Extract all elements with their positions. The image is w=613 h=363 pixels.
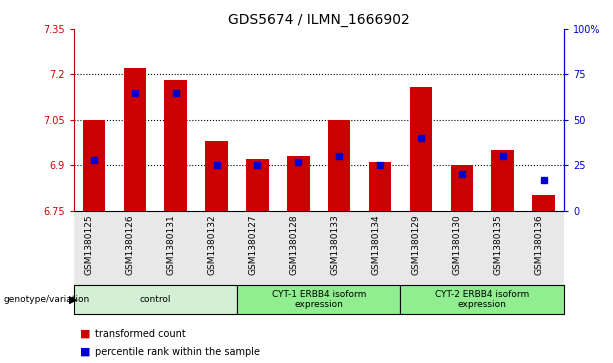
Bar: [532, 195, 555, 211]
Text: GSM1380134: GSM1380134: [371, 214, 380, 275]
Bar: [246, 159, 268, 211]
Bar: [83, 120, 105, 211]
Text: GSM1380135: GSM1380135: [493, 214, 503, 275]
Bar: [369, 162, 391, 211]
Bar: [409, 86, 432, 211]
Text: GSM1380131: GSM1380131: [167, 214, 176, 275]
Text: GSM1380136: GSM1380136: [535, 214, 544, 275]
Bar: [451, 165, 473, 211]
Text: GSM1380128: GSM1380128: [289, 214, 299, 275]
Bar: [492, 150, 514, 211]
Text: GSM1380132: GSM1380132: [208, 214, 216, 275]
Text: transformed count: transformed count: [95, 329, 186, 339]
Text: CYT-1 ERBB4 isoform
expression: CYT-1 ERBB4 isoform expression: [272, 290, 366, 309]
Bar: [205, 141, 228, 211]
Text: GSM1380127: GSM1380127: [248, 214, 257, 275]
Text: genotype/variation: genotype/variation: [3, 295, 89, 304]
Text: GSM1380129: GSM1380129: [412, 214, 421, 275]
Bar: [164, 81, 187, 211]
Text: CYT-2 ERBB4 isoform
expression: CYT-2 ERBB4 isoform expression: [435, 290, 530, 309]
Text: ■: ■: [80, 329, 90, 339]
Text: GSM1380130: GSM1380130: [453, 214, 462, 275]
Text: ■: ■: [80, 347, 90, 357]
Text: control: control: [140, 295, 171, 304]
Bar: [124, 68, 146, 211]
Text: GSM1380126: GSM1380126: [126, 214, 135, 275]
Text: ▶: ▶: [69, 294, 78, 305]
Bar: [287, 156, 310, 211]
Text: GSM1380125: GSM1380125: [85, 214, 94, 275]
Title: GDS5674 / ILMN_1666902: GDS5674 / ILMN_1666902: [228, 13, 409, 26]
Bar: [328, 120, 351, 211]
Text: GSM1380133: GSM1380133: [330, 214, 339, 275]
Text: percentile rank within the sample: percentile rank within the sample: [95, 347, 260, 357]
